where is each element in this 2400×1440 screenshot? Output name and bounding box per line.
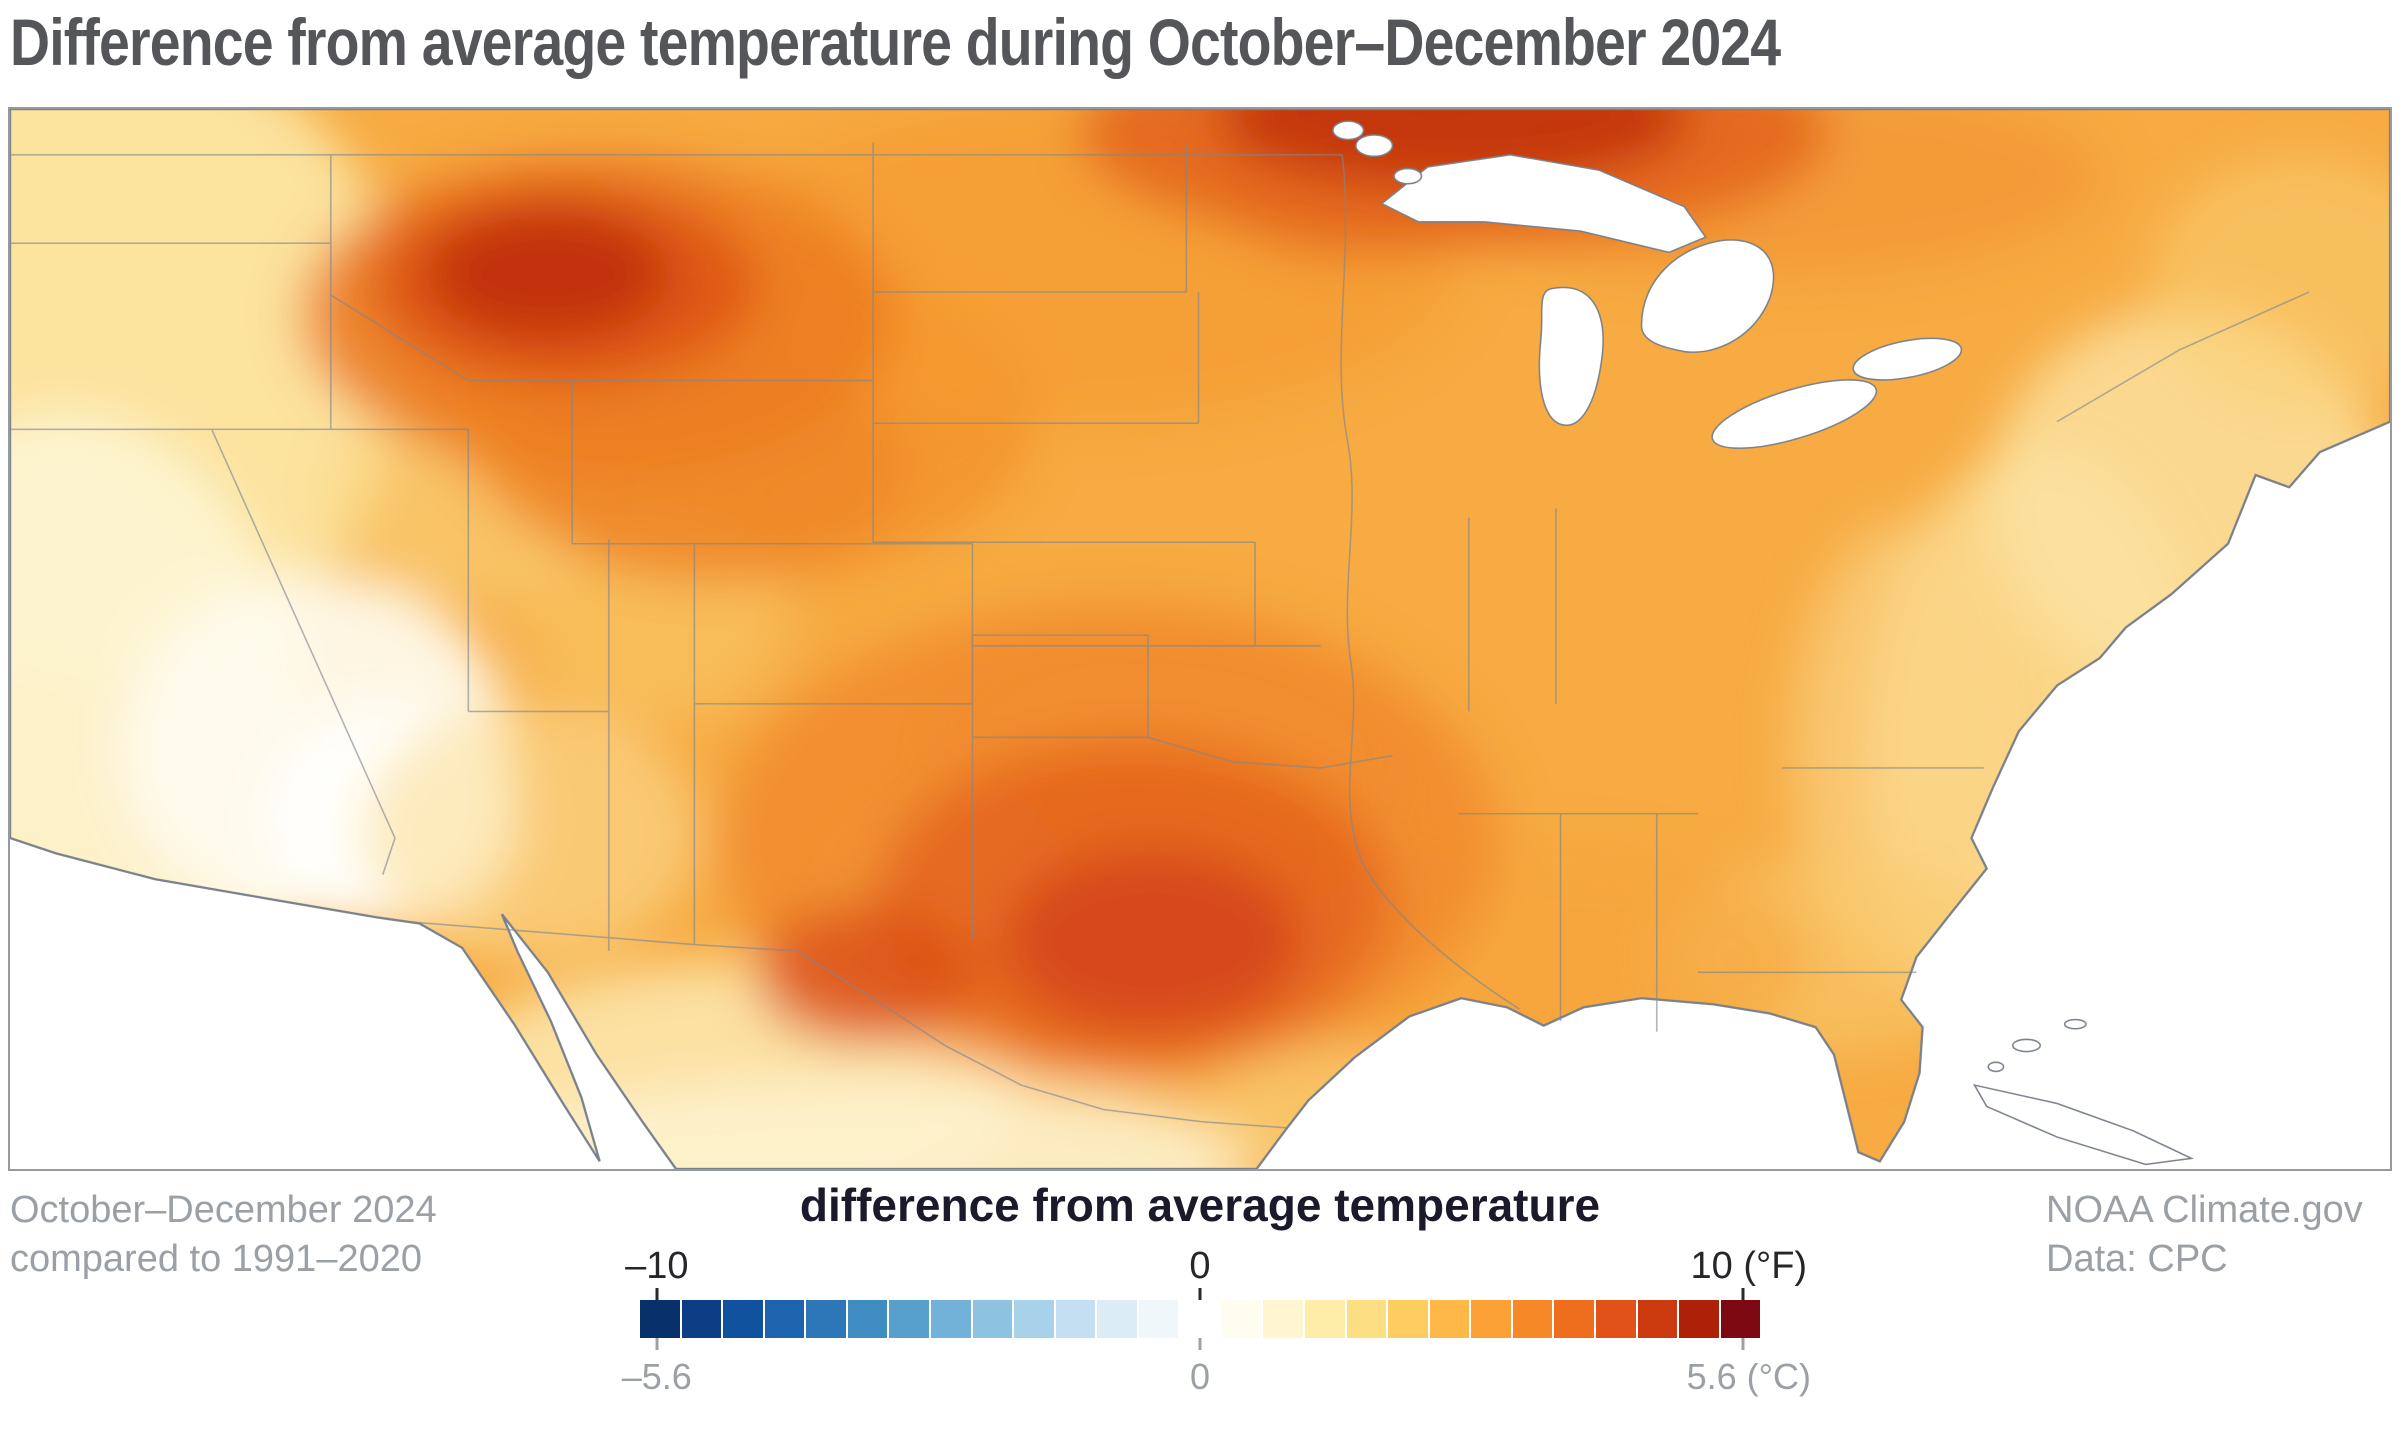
bahamas-island <box>2063 1018 2087 1030</box>
colorbar-segment <box>1097 1300 1137 1338</box>
source-note: NOAA Climate.gov Data: CPC <box>2046 1186 2363 1283</box>
islands <box>1972 1018 2195 1166</box>
period-note-line2: compared to 1991–2020 <box>10 1237 422 1280</box>
montana-hotspot-core <box>425 206 670 341</box>
colorbar-segment <box>764 1300 805 1338</box>
colorbar-segment <box>930 1300 971 1338</box>
colorbar-segment <box>640 1300 680 1338</box>
lake-huron <box>1640 239 1775 353</box>
colorbar-segment <box>1014 1300 1054 1338</box>
colorbar-segment <box>1637 1300 1678 1338</box>
colorbar-segment <box>972 1300 1013 1338</box>
colorbar-segment <box>1346 1300 1387 1338</box>
fahrenheit-zero-label: 0 <box>1189 1245 1211 1287</box>
celsius-min-label: –5.6 <box>621 1356 692 1397</box>
mexico-bottom-pale <box>468 1077 1263 1169</box>
mexico-border <box>410 921 1288 1129</box>
fahrenheit-scale-labels: –10 0 10 (°F) <box>625 1240 1807 1288</box>
west-texas-hotspot <box>755 906 976 1044</box>
lake-ontario <box>1852 337 1963 381</box>
fahrenheit-max-label: 10 (°F) <box>1690 1245 1808 1287</box>
celsius-zero-label: 0 <box>1189 1356 1211 1397</box>
mississippi-river <box>1340 154 1520 1010</box>
colorbar-segment <box>847 1300 888 1338</box>
colorbar-segment <box>806 1300 846 1338</box>
colorbar-segment <box>1180 1300 1220 1338</box>
pacific-nw-light <box>10 109 408 674</box>
north-border-hotspot-core <box>1216 109 1691 187</box>
lake-superior <box>1380 153 1707 254</box>
coastline <box>10 109 2390 1169</box>
colorbar-segment <box>1720 1300 1761 1338</box>
fahrenheit-min-label: –10 <box>625 1245 689 1287</box>
cuba-outline <box>1972 1083 2195 1166</box>
colorbar-segment <box>889 1300 929 1338</box>
colorbar-segment <box>723 1300 763 1338</box>
colorbar-segment <box>681 1300 722 1338</box>
source-note-line2: Data: CPC <box>2046 1237 2228 1280</box>
fahrenheit-ticks <box>640 1288 1760 1300</box>
celsius-max-label: 5.6 (°C) <box>1686 1356 1812 1397</box>
texas-hotspot-core <box>1002 848 1303 1032</box>
colorbar-segment <box>1388 1300 1428 1338</box>
bahamas-island <box>1987 1061 2005 1073</box>
colorbar-segment <box>1429 1300 1470 1338</box>
se-canada-light <box>2148 154 2390 415</box>
page-title-text: Difference from average temperature duri… <box>10 5 1781 79</box>
colorbar-segment <box>1471 1300 1511 1338</box>
colorbar-segment <box>1679 1300 1719 1338</box>
great-lakes <box>1332 120 1963 449</box>
state-borders <box>10 142 2310 1129</box>
legend-title: difference from average temperature <box>799 1179 1601 1231</box>
colorbar-segment <box>1055 1300 1096 1338</box>
us-anomaly-map <box>10 109 2390 1169</box>
colorbar-segment <box>1263 1300 1303 1338</box>
period-note-line1: October–December 2024 <box>10 1189 437 1231</box>
st-lawrence-river <box>2056 291 2310 423</box>
lake-erie <box>1711 379 1878 449</box>
colorbar-segment <box>1305 1300 1345 1338</box>
small-lake <box>1332 120 1365 141</box>
period-note: October–December 2024 compared to 1991–2… <box>10 1186 437 1283</box>
colorbar <box>640 1300 1761 1338</box>
small-lake <box>1393 167 1423 185</box>
map-frame <box>8 107 2392 1171</box>
colorbar-segment <box>1221 1300 1262 1338</box>
legend: difference from average temperature –10 … <box>622 1178 1811 1398</box>
colorbar-segment <box>1138 1300 1179 1338</box>
colorbar-segment <box>1512 1300 1553 1338</box>
source-note-line1: NOAA Climate.gov <box>2046 1189 2363 1231</box>
page-title: Difference from average temperature duri… <box>10 4 2118 80</box>
colorbar-segment <box>1554 1300 1594 1338</box>
arizona-light <box>361 703 698 964</box>
celsius-ticks <box>640 1338 1760 1350</box>
celsius-scale-labels: –5.6 0 5.6 (°C) <box>622 1352 1811 1398</box>
colorbar-segment <box>1595 1300 1636 1338</box>
bahamas-island <box>2011 1038 2041 1053</box>
lake-of-the-woods <box>1355 134 1394 158</box>
lake-michigan <box>1538 286 1604 426</box>
